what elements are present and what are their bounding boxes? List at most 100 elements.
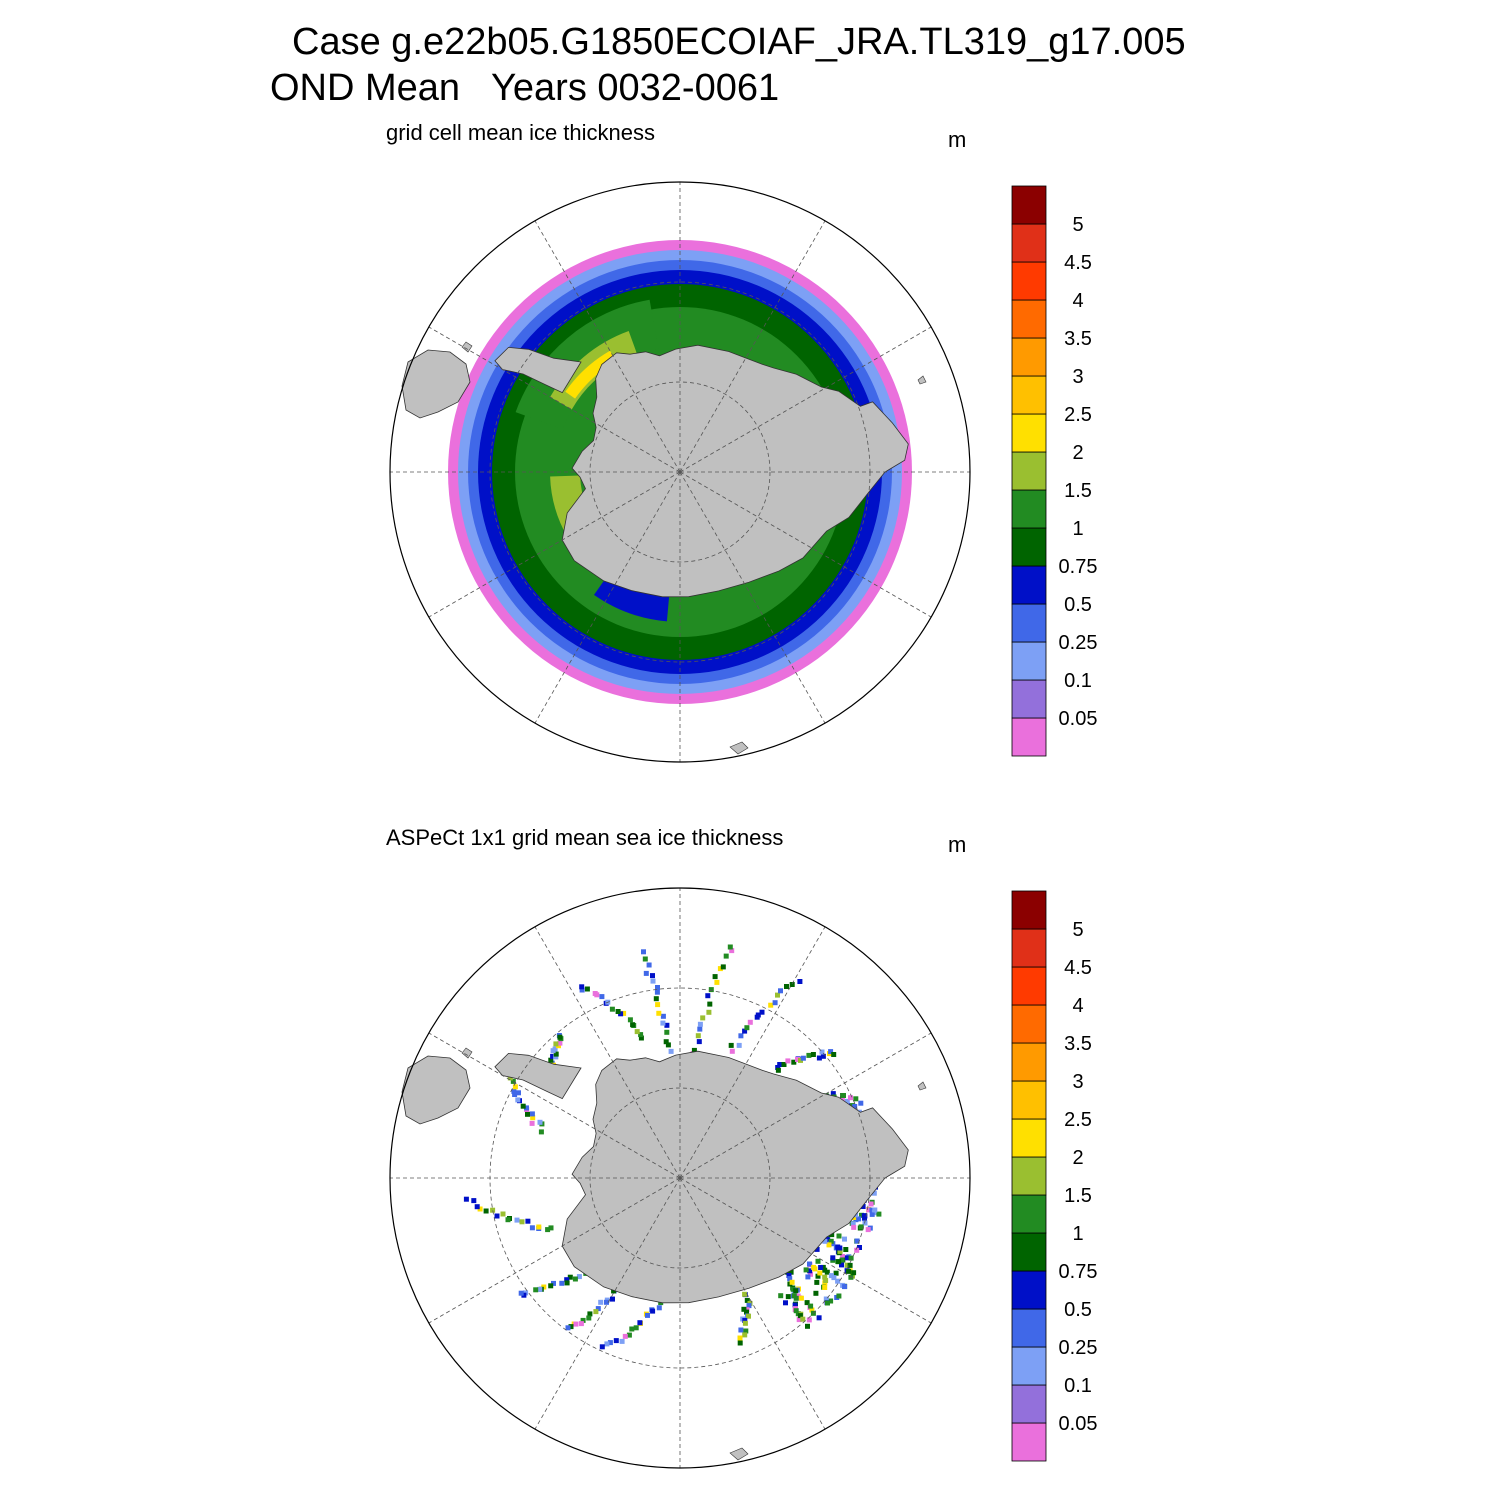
panel2-observation-cell <box>830 1255 836 1261</box>
panel2-observation-cell <box>598 1299 604 1305</box>
panel1-colorbar-label: 0.1 <box>1064 670 1092 692</box>
panel1-colorbar-box <box>1011 261 1047 301</box>
panel2-observation-cell <box>851 1224 857 1230</box>
panel2-observation-cell <box>525 1111 530 1117</box>
panel2-observation-cell <box>512 1084 518 1090</box>
panel2-observation-cell <box>621 1010 627 1016</box>
panel2-observation-cell <box>871 1190 877 1196</box>
panel1-meridian <box>428 471 681 618</box>
panel2-observation-cell <box>792 1302 798 1308</box>
panel2-colorbar-label: 4.5 <box>1064 957 1092 979</box>
panel2-observation-cell <box>859 1212 864 1218</box>
panel2-colorbar-box <box>1011 1270 1047 1310</box>
panel2-observation-cell <box>793 1308 799 1314</box>
panel2-observation-cell <box>755 1012 761 1018</box>
panel2-observation-cell <box>592 991 598 996</box>
panel2-colorbar-label: 3 <box>1072 1071 1083 1093</box>
panel2-observation-cell <box>839 1262 844 1268</box>
panel2-observation-cell <box>729 1048 735 1054</box>
panel2-observation-cell <box>822 1267 828 1273</box>
panel2-colorbar-box <box>1011 1308 1047 1348</box>
panel2-observation-cell <box>567 1274 573 1280</box>
panel2-observation-cell <box>650 973 655 979</box>
panel2-colorbar-box <box>1011 1156 1047 1196</box>
panel2-observation-cell <box>747 1019 753 1025</box>
panel2-observation-cell <box>791 1059 797 1065</box>
panel2-colorbar-label: 0.1 <box>1064 1375 1092 1397</box>
panel2-colorbar-box <box>1011 1194 1047 1234</box>
panel2-observation-cell <box>610 1296 615 1302</box>
panel2-observation-cell <box>548 1283 554 1289</box>
panel2-observation-cell <box>788 1269 794 1275</box>
panel2-observation-cell <box>839 1096 845 1102</box>
panel2-observation-cell <box>866 1207 872 1213</box>
panel2-observation-cell <box>633 1325 639 1331</box>
panel2-observation-cell <box>775 1065 781 1070</box>
panel2-observation-cell <box>741 1306 747 1312</box>
panel1-colorbar-box <box>1011 527 1047 567</box>
panel2-macquarie-island <box>729 1447 749 1461</box>
panel2-observation-cell <box>786 1273 792 1278</box>
panel2-observation-cell <box>655 1002 661 1008</box>
panel2-observation-cell <box>706 1009 712 1015</box>
panel2-observation-cell <box>579 987 585 993</box>
panel2-observation-cell <box>654 989 660 995</box>
panel2-observation-cell <box>746 1313 751 1319</box>
panel1-colorbar-box <box>1011 299 1047 339</box>
panel2-observation-cell <box>650 978 656 984</box>
panel2-observation-cell <box>800 1055 806 1061</box>
panel1-colorbar-label: 2.5 <box>1064 404 1092 426</box>
panel1-colorbar-label: 1 <box>1072 518 1083 540</box>
panel2-observation-cell <box>797 1313 803 1319</box>
panel2-observation-cell <box>861 1213 867 1219</box>
panel2-observation-cell <box>842 1236 847 1242</box>
panel2-observation-cell <box>759 1009 765 1015</box>
panel2-observation-cell <box>660 1020 666 1026</box>
panel2-observation-cell <box>844 1262 850 1268</box>
panel2-observation-cell <box>514 1217 520 1223</box>
panel1-meridian <box>679 326 932 473</box>
panel2-meridian <box>679 1032 932 1179</box>
panel2-observation-cell <box>494 1213 500 1219</box>
panel2-observation-cell <box>798 1057 803 1063</box>
panel1-title: grid cell mean ice thickness <box>386 120 656 145</box>
panel2-observation-cell <box>854 1247 860 1253</box>
panel1-colorbar-box <box>1011 641 1047 681</box>
panel2-colorbar-label: 0.75 <box>1059 1261 1098 1283</box>
panel2-observation-cell <box>720 964 726 970</box>
panel2-observation-cell <box>836 1233 842 1239</box>
panel2-observation-cell <box>737 1335 743 1341</box>
panel2-observation-cell <box>858 1224 864 1230</box>
panel1-meridian <box>679 471 826 724</box>
panel2-observation-cell <box>858 1100 864 1106</box>
panel2-observation-cell <box>837 1245 843 1251</box>
panel2-meridian <box>534 1177 681 1430</box>
panel2-colorbar-box <box>1011 966 1047 1006</box>
panel2-observation-cell <box>705 993 711 999</box>
panel2-observation-cell <box>507 1075 513 1081</box>
panel2-observation-cell <box>638 1035 644 1041</box>
panel2-observation-cell <box>876 1211 882 1217</box>
panel2-observation-cell <box>795 1057 800 1062</box>
panel2-observation-cell <box>520 1103 526 1109</box>
panel2-observation-cell <box>630 1022 636 1028</box>
panel2-observation-cell <box>815 1273 821 1279</box>
panel2-observation-cell <box>841 1093 846 1098</box>
panel2-observation-cell <box>665 1042 671 1048</box>
panel2-observation-cell <box>559 1280 565 1286</box>
panel2-observation-cell <box>515 1097 521 1103</box>
panel2-observation-cell <box>537 1286 543 1292</box>
panel2-meridian <box>428 1177 681 1324</box>
panel2-observation-cell <box>789 982 795 987</box>
panel2-observation-cell <box>797 979 803 984</box>
panel2-observation-cell <box>806 1052 812 1058</box>
panel2-observation-cell <box>824 1269 830 1275</box>
panel2-observation-cell <box>846 1268 852 1274</box>
panel2-observation-cell <box>604 1341 610 1347</box>
panel2-observation-cell <box>548 1057 554 1063</box>
panel2-observation-cell <box>787 1276 793 1282</box>
panel1-meridian <box>428 326 681 473</box>
panel2-observation-cell <box>804 1300 810 1306</box>
panel2-observation-cell <box>641 949 646 955</box>
panel1-colorbar-label: 3 <box>1072 366 1083 388</box>
